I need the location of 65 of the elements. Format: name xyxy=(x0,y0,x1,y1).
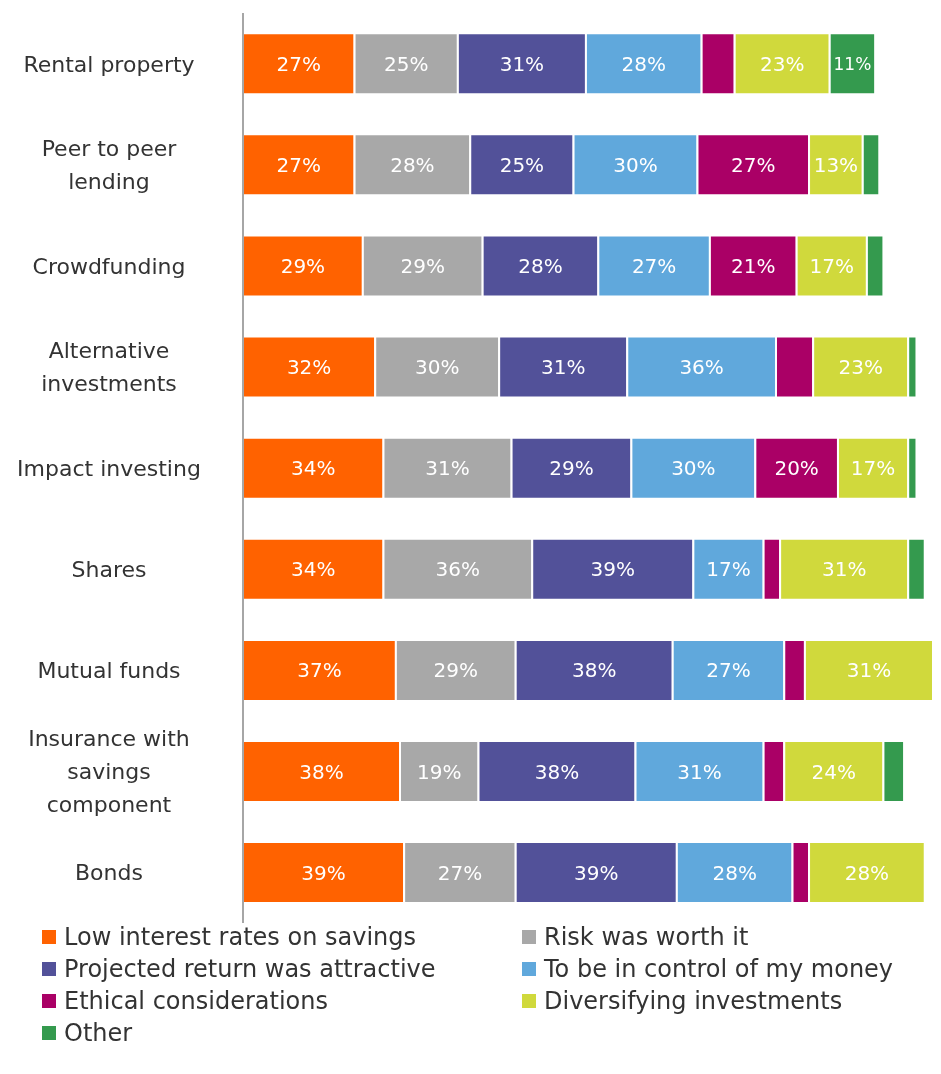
data-label: 39% xyxy=(574,860,619,885)
y-tick-label: Bonds xyxy=(75,859,143,885)
data-label: 23% xyxy=(838,355,883,380)
data-label: 25% xyxy=(383,51,429,76)
data-label: 17% xyxy=(706,557,751,582)
data-label: 31% xyxy=(425,456,470,481)
data-label: 31% xyxy=(677,759,722,784)
data-label: 38% xyxy=(571,658,617,683)
y-tick-label: Peer to peer lending xyxy=(41,135,178,194)
data-label: 24% xyxy=(811,759,857,784)
data-label: 29% xyxy=(549,456,594,481)
data-label: 34% xyxy=(291,456,336,481)
data-label: 25% xyxy=(499,152,545,177)
data-label: 31% xyxy=(821,557,867,582)
data-label: 19% xyxy=(417,759,462,784)
data-label: 31% xyxy=(499,51,545,76)
y-tick-label: Crowdfunding xyxy=(32,253,186,279)
legend-label: Low interest rates on savings xyxy=(64,923,417,951)
data-label: 28% xyxy=(844,860,890,885)
data-label: 39% xyxy=(301,860,346,885)
data-label: 21% xyxy=(731,253,776,278)
data-label: 31% xyxy=(540,355,586,380)
data-label: 28% xyxy=(390,152,435,177)
data-label: 20% xyxy=(774,456,819,481)
y-tick-label: Mutual funds xyxy=(37,657,181,683)
data-label: 34% xyxy=(291,557,336,582)
legend-label: Diversifying investments xyxy=(544,987,843,1015)
data-label: 29% xyxy=(433,658,479,683)
data-label: 37% xyxy=(297,658,342,683)
data-label: 39% xyxy=(590,557,636,582)
data-label: 28% xyxy=(712,860,757,885)
data-label: 36% xyxy=(679,355,724,380)
data-label: 30% xyxy=(671,456,716,481)
y-tick-label: Insurance with savings component xyxy=(28,725,190,817)
data-label: 13% xyxy=(813,152,859,177)
data-label: 27% xyxy=(276,51,322,76)
legend-label: To be in control of my money xyxy=(544,955,894,983)
data-label: 36% xyxy=(435,557,481,582)
legend-label: Projected return was attractive xyxy=(64,955,436,983)
data-label: 31% xyxy=(846,658,892,683)
data-label: 27% xyxy=(706,658,751,683)
data-label: 17% xyxy=(850,456,896,481)
data-label: 17% xyxy=(809,253,854,278)
y-tick-label: Rental property xyxy=(23,51,195,77)
data-label: 29% xyxy=(400,253,445,278)
data-label: 38% xyxy=(299,759,344,784)
data-label: 32% xyxy=(286,355,332,380)
data-label: 27% xyxy=(276,152,322,177)
data-label: 23% xyxy=(759,51,805,76)
data-label: 27% xyxy=(731,152,776,177)
data-label: 38% xyxy=(534,759,580,784)
y-tick-label: Shares xyxy=(71,556,147,582)
legend-label: Ethical considerations xyxy=(64,987,328,1015)
data-label: 30% xyxy=(414,355,460,380)
data-label: 27% xyxy=(437,860,483,885)
data-label: 28% xyxy=(621,51,667,76)
data-label: 29% xyxy=(280,253,326,278)
data-label: 30% xyxy=(613,152,658,177)
y-tick-label: Impact investing xyxy=(17,455,201,481)
y-tick-label: Alternative investments xyxy=(41,337,177,396)
legend-label: Other xyxy=(64,1019,133,1047)
data-label: 28% xyxy=(518,253,563,278)
legend-label: Risk was worth it xyxy=(544,923,749,951)
data-label: 27% xyxy=(631,253,677,278)
data-label: 11% xyxy=(833,53,872,74)
